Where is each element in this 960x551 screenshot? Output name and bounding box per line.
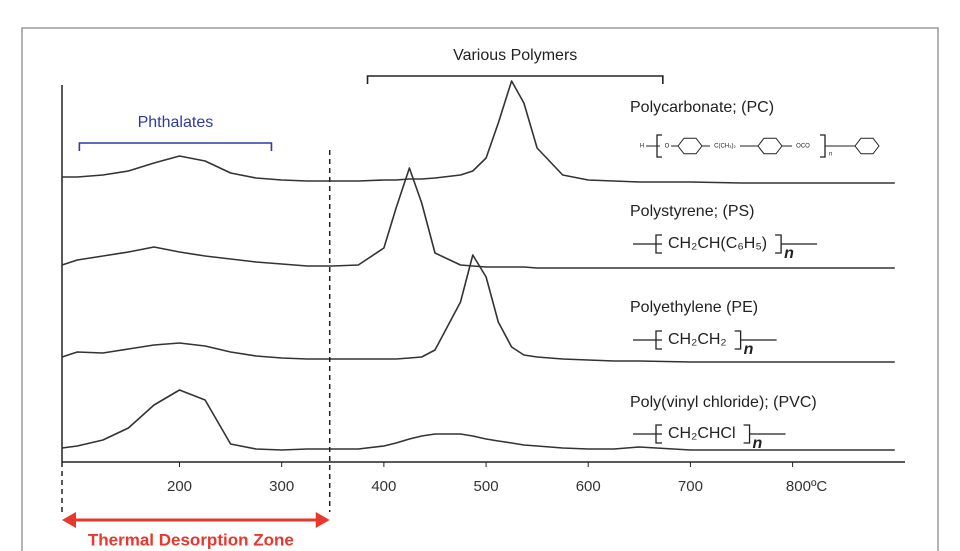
bracket: [366, 75, 664, 84]
series-label: Polycarbonate; (PC): [630, 99, 774, 116]
formula-part: C(CH₃)₂: [714, 144, 736, 150]
chart-frame: [21, 27, 939, 551]
x-tick-label: 200: [167, 478, 192, 495]
repeat-n: n: [784, 245, 794, 262]
repeat-n: n: [744, 341, 754, 358]
bracket: [775, 234, 782, 254]
zone-label: Thermal Desorption Zone: [88, 530, 294, 549]
bracket: [78, 142, 273, 151]
bracket: [734, 330, 742, 350]
bracket: [655, 424, 662, 444]
bracket-label: Phthalates: [138, 114, 214, 131]
curve: [62, 80, 895, 184]
x-tick-label: 300: [269, 478, 294, 495]
ring: [854, 137, 880, 155]
series-label: Poly(vinyl chloride); (PVC): [630, 394, 817, 411]
x-tick-label: 700: [678, 478, 703, 495]
curve: [61, 167, 895, 269]
formula: CH₂CH₂: [668, 331, 727, 348]
formula-part: OCO: [796, 144, 810, 150]
bracket: [656, 134, 662, 158]
formula-part: O: [665, 144, 670, 150]
repeat-n: n: [753, 435, 763, 452]
formula: CH₂CH(C₆H₅): [668, 235, 767, 252]
ring: [677, 137, 703, 155]
repeat-n: n: [829, 152, 832, 158]
bracket: [655, 330, 662, 350]
x-tick-label: 600: [576, 478, 601, 495]
x-tick-label: 400: [371, 478, 396, 495]
curve: [61, 389, 895, 451]
curve: [61, 254, 895, 363]
bracket-label: Various Polymers: [453, 47, 577, 64]
formula: CH₂CHCl: [668, 425, 736, 442]
x-tick-label: 500: [474, 478, 499, 495]
x-tick-label: 800ºC: [786, 478, 828, 495]
bracket: [655, 234, 662, 254]
bracket: [820, 134, 826, 158]
series-label: Polystyrene; (PS): [630, 203, 754, 220]
series-label: Polyethylene (PE): [630, 299, 758, 316]
ring: [757, 137, 783, 155]
arrow-head: [315, 512, 330, 528]
bracket: [743, 424, 751, 444]
formula-part: H: [640, 144, 644, 150]
arrow-head: [62, 512, 76, 528]
